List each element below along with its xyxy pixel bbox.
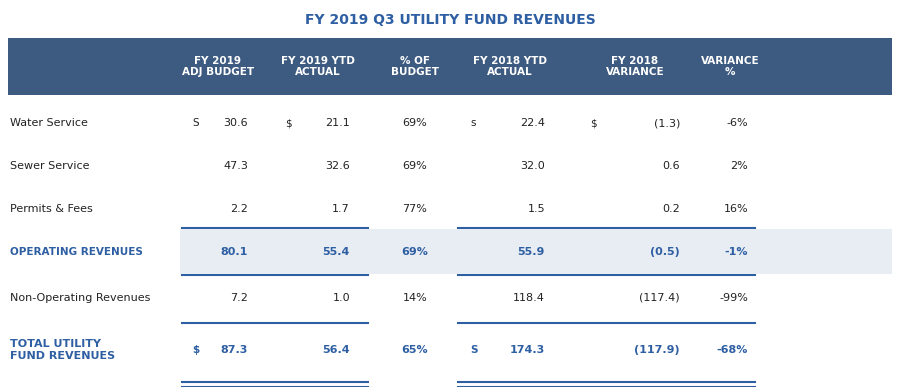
Text: 32.0: 32.0 [520,161,545,171]
Text: $: $ [285,118,292,128]
Text: VARIANCE
%: VARIANCE % [701,56,760,77]
Text: $: $ [192,345,199,355]
Text: 69%: 69% [402,118,428,128]
Text: 0.6: 0.6 [662,161,680,171]
Text: FY 2019 Q3 UTILITY FUND REVENUES: FY 2019 Q3 UTILITY FUND REVENUES [304,13,596,27]
Text: 118.4: 118.4 [513,293,545,303]
Text: 55.9: 55.9 [518,247,545,257]
Text: -1%: -1% [724,247,748,257]
Text: Permits & Fees: Permits & Fees [10,204,93,214]
Text: 2%: 2% [730,161,748,171]
Text: 7.2: 7.2 [230,293,248,303]
Text: FY 2019
ADJ BUDGET: FY 2019 ADJ BUDGET [182,56,254,77]
Text: S: S [470,345,478,355]
Text: 32.6: 32.6 [325,161,350,171]
Text: FY 2018 YTD
ACTUAL: FY 2018 YTD ACTUAL [473,56,547,77]
Text: 65%: 65% [401,345,428,355]
Text: -6%: -6% [726,118,748,128]
Text: $: $ [590,118,597,128]
Text: Sewer Service: Sewer Service [10,161,89,171]
Text: 1.0: 1.0 [332,293,350,303]
Text: 1.5: 1.5 [527,204,545,214]
Text: 87.3: 87.3 [220,345,248,355]
Text: OPERATING REVENUES: OPERATING REVENUES [10,247,143,257]
Text: Non-Operating Revenues: Non-Operating Revenues [10,293,150,303]
Text: Water Service: Water Service [10,118,88,128]
Text: 16%: 16% [724,204,748,214]
Text: 69%: 69% [402,161,428,171]
Text: 69%: 69% [401,247,428,257]
Text: 77%: 77% [402,204,428,214]
Text: -68%: -68% [716,345,748,355]
Text: (0.5): (0.5) [650,247,680,257]
Text: 21.1: 21.1 [325,118,350,128]
Text: 80.1: 80.1 [220,247,248,257]
Text: % OF
BUDGET: % OF BUDGET [391,56,439,77]
Text: 22.4: 22.4 [520,118,545,128]
Text: S: S [192,118,199,128]
Text: 1.7: 1.7 [332,204,350,214]
Text: (117.9): (117.9) [634,345,680,355]
Text: 47.3: 47.3 [223,161,248,171]
Text: s: s [470,118,475,128]
Text: -99%: -99% [719,293,748,303]
Text: 174.3: 174.3 [509,345,545,355]
Text: 0.2: 0.2 [662,204,680,214]
Text: FY 2018
VARIANCE: FY 2018 VARIANCE [606,56,664,77]
Text: 30.6: 30.6 [223,118,248,128]
Text: (1.3): (1.3) [653,118,680,128]
Text: FY 2019 YTD
ACTUAL: FY 2019 YTD ACTUAL [281,56,355,77]
Text: 14%: 14% [402,293,428,303]
Text: TOTAL UTILITY
FUND REVENUES: TOTAL UTILITY FUND REVENUES [10,339,115,361]
Text: 2.2: 2.2 [230,204,248,214]
Text: (117.4): (117.4) [639,293,680,303]
Text: 55.4: 55.4 [322,247,350,257]
Text: 56.4: 56.4 [322,345,350,355]
